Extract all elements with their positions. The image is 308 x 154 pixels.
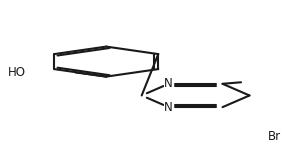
Text: N: N xyxy=(164,101,173,114)
Text: HO: HO xyxy=(8,66,26,79)
Text: N: N xyxy=(164,77,173,90)
Text: Br: Br xyxy=(268,130,281,143)
